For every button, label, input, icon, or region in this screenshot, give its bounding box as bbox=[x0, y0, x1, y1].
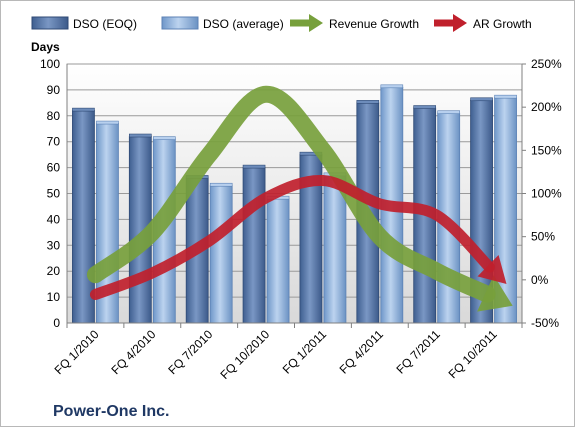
x-tick-label: FQ 7/2011 bbox=[393, 327, 443, 377]
y2-tick-label: 150% bbox=[531, 143, 562, 157]
legend-arrow-revenue-growth bbox=[290, 14, 323, 32]
y2-tick-label: 0% bbox=[531, 273, 549, 287]
bar-top-dso-eoq bbox=[242, 164, 266, 169]
revenue-growth-arrowhead bbox=[477, 275, 513, 312]
y-tick-label: 50 bbox=[47, 187, 61, 201]
legend-label-dso-eoq: DSO (EOQ) bbox=[73, 17, 137, 31]
y-tick-label: 80 bbox=[47, 109, 61, 123]
legend: DSO (EOQ) DSO (average) Revenue Growth A… bbox=[31, 14, 532, 32]
legend-label-ar-growth: AR Growth bbox=[473, 17, 532, 31]
growth-arrows bbox=[86, 85, 513, 312]
y2-tick-label: 250% bbox=[531, 57, 562, 71]
bar-top-dso-eoq bbox=[129, 133, 152, 138]
y-tick-label: 90 bbox=[47, 83, 61, 97]
legend-label-revenue-growth: Revenue Growth bbox=[329, 17, 419, 31]
y2-tick-label: 50% bbox=[531, 230, 555, 244]
bar-dso-average bbox=[266, 198, 290, 324]
bar-top-dso-average bbox=[153, 136, 176, 140]
company-label: Power-One Inc. bbox=[53, 403, 169, 420]
bar-top-dso-eoq bbox=[470, 97, 493, 102]
y-tick-label: 60 bbox=[47, 161, 61, 175]
bar-top-dso-average bbox=[380, 84, 404, 89]
y-tick-label: 70 bbox=[47, 135, 61, 149]
x-tick-label: FQ 1/2011 bbox=[280, 327, 330, 377]
bar-dso-average bbox=[323, 174, 347, 324]
y-tick-label: 100 bbox=[40, 57, 60, 71]
revenue-growth-line bbox=[86, 85, 496, 303]
legend-label-dso-average: DSO (average) bbox=[203, 17, 284, 31]
y2-tick-label: 200% bbox=[531, 100, 562, 114]
bar-dso-eoq bbox=[242, 167, 266, 324]
bar-top-dso-average bbox=[437, 110, 460, 115]
ar-growth-line bbox=[89, 175, 495, 301]
x-tick-label: FQ 7/2010 bbox=[165, 327, 215, 377]
x-tick-label: FQ 4/2011 bbox=[337, 327, 387, 377]
y-tick-label: 30 bbox=[47, 238, 61, 252]
y2-tick-label: -50% bbox=[531, 316, 559, 330]
legend-swatch-dso-eoq bbox=[31, 16, 69, 30]
legend-swatch-dso-average bbox=[161, 16, 199, 30]
x-tick-label: FQ 10/2011 bbox=[446, 327, 500, 381]
y2-tick-label: 100% bbox=[531, 187, 562, 201]
legend-arrow-ar-growth bbox=[434, 14, 467, 32]
bar-top-dso-eoq bbox=[413, 105, 436, 109]
x-tick-label: FQ 4/2010 bbox=[108, 327, 158, 377]
bar-dso-average bbox=[209, 185, 233, 324]
bar-top-dso-average bbox=[209, 182, 233, 187]
x-tick-label: FQ 1/2010 bbox=[52, 327, 102, 377]
y-axis-title: Days bbox=[31, 40, 60, 54]
y-tick-label: 20 bbox=[47, 264, 61, 278]
y-tick-label: 10 bbox=[47, 290, 61, 304]
bar-top-dso-average bbox=[96, 120, 119, 125]
y-tick-label: 0 bbox=[53, 316, 60, 330]
bar-top-dso-eoq bbox=[72, 107, 95, 112]
x-tick-label: FQ 10/2010 bbox=[217, 327, 272, 382]
ar-growth-arrowhead bbox=[477, 255, 507, 284]
bar-top-dso-eoq bbox=[356, 100, 380, 104]
bar-top-dso-average bbox=[494, 94, 517, 99]
y-tick-label: 40 bbox=[47, 212, 61, 226]
